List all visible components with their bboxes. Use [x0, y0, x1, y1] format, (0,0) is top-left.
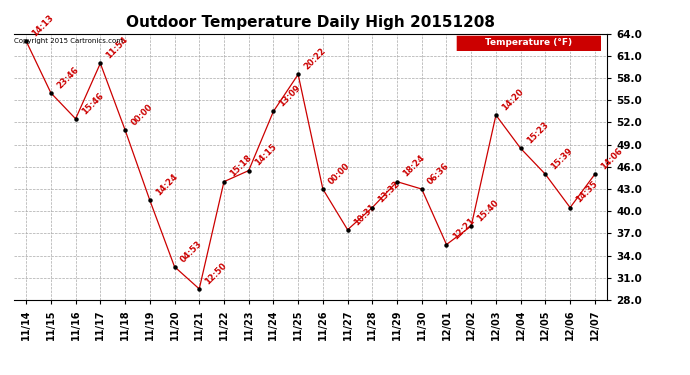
Text: 14:20: 14:20 [500, 87, 525, 112]
Text: 14:13: 14:13 [30, 13, 56, 38]
Text: 14:06: 14:06 [599, 146, 624, 171]
Text: 15:46: 15:46 [80, 91, 105, 116]
Text: 15:39: 15:39 [549, 146, 575, 171]
Text: 13:09: 13:09 [277, 84, 303, 109]
Text: 23:46: 23:46 [55, 65, 80, 90]
Text: 15:40: 15:40 [475, 198, 501, 223]
Text: 06:36: 06:36 [426, 161, 451, 186]
Text: 00:00: 00:00 [327, 161, 352, 186]
Text: 12:50: 12:50 [204, 261, 228, 286]
Text: 00:00: 00:00 [129, 102, 155, 127]
Text: 15:23: 15:23 [525, 120, 550, 146]
Text: 11:54: 11:54 [104, 35, 130, 60]
Text: 12:21: 12:21 [451, 216, 476, 242]
Text: Copyright 2015 Cartronics.com: Copyright 2015 Cartronics.com [14, 38, 124, 44]
Text: 13:32: 13:32 [377, 180, 402, 205]
Text: 20:22: 20:22 [302, 46, 328, 72]
Title: Outdoor Temperature Daily High 20151208: Outdoor Temperature Daily High 20151208 [126, 15, 495, 30]
Text: 14:24: 14:24 [154, 172, 179, 197]
Text: 04:53: 04:53 [179, 239, 204, 264]
Text: 14:15: 14:15 [253, 142, 278, 168]
Text: 14:35: 14:35 [574, 180, 600, 205]
Text: 15:18: 15:18 [228, 154, 253, 179]
Text: 10:31: 10:31 [352, 202, 377, 227]
Text: 18:24: 18:24 [401, 154, 426, 179]
